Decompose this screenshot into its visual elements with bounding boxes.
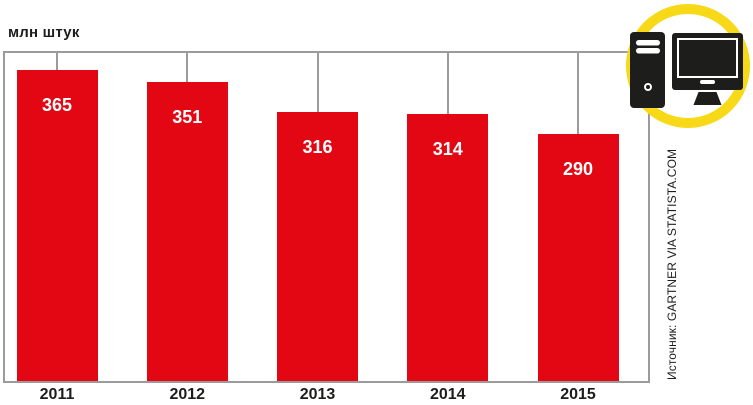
bar-value-label: 290 bbox=[562, 159, 594, 179]
bar-2014: 314 bbox=[407, 114, 489, 381]
bar-connector-line bbox=[186, 53, 189, 82]
bar-connector-line bbox=[316, 53, 319, 112]
axis-year-label: 2012 bbox=[169, 386, 206, 403]
axis-year-label: 2011 bbox=[39, 386, 75, 403]
computer-glyph bbox=[630, 32, 743, 108]
bar-value-label: 365 bbox=[41, 95, 73, 115]
bar-connector-line bbox=[577, 53, 579, 134]
bar-2011: 365 bbox=[16, 70, 98, 381]
unit-label: млн штук bbox=[8, 24, 80, 41]
bar-value-label: 314 bbox=[432, 139, 463, 159]
chart-frame bbox=[3, 51, 650, 383]
bar-2012: 351 bbox=[146, 82, 228, 381]
axis-year-label: 2014 bbox=[429, 386, 466, 403]
bar-value-label: 351 bbox=[172, 107, 203, 127]
desktop-computer-icon bbox=[626, 4, 750, 128]
bar-2013: 316 bbox=[277, 112, 358, 381]
bar-value-label: 316 bbox=[302, 137, 333, 157]
bar-connector-line bbox=[446, 53, 449, 114]
bar-connector-line bbox=[56, 53, 58, 70]
bar-2015: 290 bbox=[537, 134, 619, 381]
axis-year-label: 2015 bbox=[560, 386, 596, 403]
axis-year-label: 2013 bbox=[299, 386, 336, 403]
